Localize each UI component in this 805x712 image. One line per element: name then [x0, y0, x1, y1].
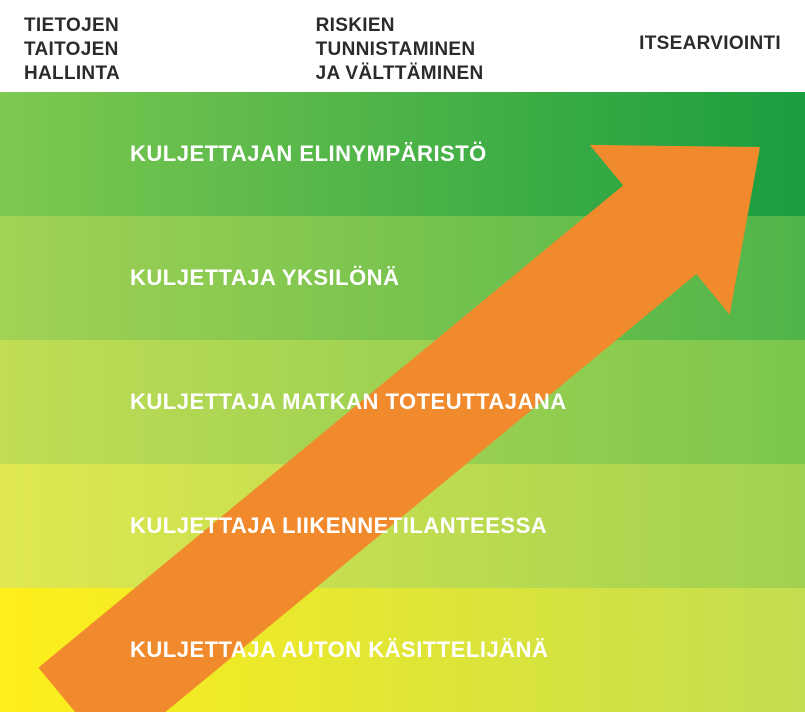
gradient-rows: KULJETTAJAN ELINYMPÄRISTÖ KULJETTAJA YKSI… [0, 92, 805, 712]
row-label: KULJETTAJA AUTON KÄSITTELIJÄNÄ [130, 637, 548, 663]
row-2: KULJETTAJA MATKAN TOTEUTTAJANA [0, 340, 805, 464]
header-col-left: TIETOJEN TAITOJEN HALLINTA [24, 14, 120, 85]
row-3: KULJETTAJA LIIKENNETILANTEESSA [0, 464, 805, 588]
row-label: KULJETTAJAN ELINYMPÄRISTÖ [130, 141, 487, 167]
header-col-right: ITSEARVIOINTI [639, 32, 781, 56]
header-col-center: RISKIEN TUNNISTAMINEN JA VÄLTTÄMINEN [316, 14, 484, 85]
row-label: KULJETTAJA LIIKENNETILANTEESSA [130, 513, 547, 539]
row-label: KULJETTAJA YKSILÖNÄ [130, 265, 399, 291]
diagram-container: TIETOJEN TAITOJEN HALLINTA RISKIEN TUNNI… [0, 0, 805, 712]
row-0: KULJETTAJAN ELINYMPÄRISTÖ [0, 92, 805, 216]
row-1: KULJETTAJA YKSILÖNÄ [0, 216, 805, 340]
row-4: KULJETTAJA AUTON KÄSITTELIJÄNÄ [0, 588, 805, 712]
header: TIETOJEN TAITOJEN HALLINTA RISKIEN TUNNI… [0, 0, 805, 92]
row-label: KULJETTAJA MATKAN TOTEUTTAJANA [130, 389, 567, 415]
